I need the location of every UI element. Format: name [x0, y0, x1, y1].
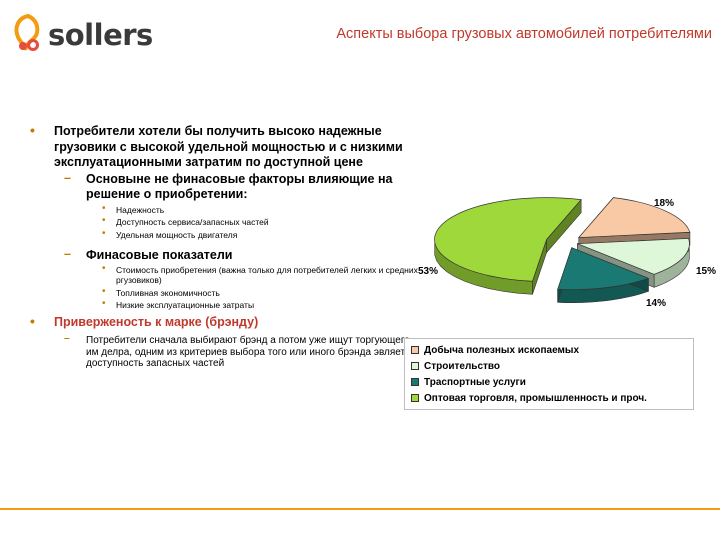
dash-icon: – — [64, 333, 70, 344]
pie-slice — [577, 238, 690, 275]
legend-swatch — [411, 346, 419, 354]
bullet-dot-icon: • — [102, 227, 106, 239]
pie-slice — [577, 197, 691, 238]
list-item: • Удельная мощность двигателя — [102, 228, 418, 242]
legend-label: Траспортные услуги — [424, 376, 526, 388]
list-item-text: Стоимость приобретения (важна только для… — [116, 264, 418, 285]
legend-swatch — [411, 378, 419, 386]
financial-list: • Стоимость приобретения (важна только дл… — [28, 263, 418, 312]
bullet-consumer-needs: • Потребители хотели бы получить высоко … — [28, 122, 418, 171]
sollers-logo: sollers — [8, 12, 158, 56]
slice-value-label: 14% — [646, 298, 666, 309]
dash-icon: – — [64, 170, 71, 185]
pie-chart: 18% 15% 14% 53% — [418, 196, 716, 309]
list-item: • Топливная экономичность — [102, 286, 418, 300]
list-item: • Стоимость приобретения (важна только дл… — [102, 263, 418, 285]
bullet-brand-loyalty: • Приверженость к марке (брэнду) — [28, 312, 418, 331]
legend-swatch — [411, 394, 419, 402]
sub-bullet-financial-text: Финасовые показатели — [86, 248, 233, 262]
bullet-dot-icon: • — [102, 298, 106, 309]
legend-item: Оптовая торговля, промышленность и проч. — [411, 390, 693, 406]
non-financial-list: • Надежность • Доступность сервиса/запасны… — [28, 203, 418, 242]
list-item-text: Надежность — [116, 204, 165, 215]
bullet-dot-icon: • — [102, 262, 106, 274]
legend-swatch — [411, 362, 419, 370]
list-item-text: Низкие эксплуатационные затраты — [116, 300, 255, 310]
legend-label: Строительство — [424, 360, 501, 372]
bullet-dot-icon: • — [30, 122, 35, 138]
bullet-dot-icon: • — [102, 285, 106, 297]
slice-value-label: 15% — [696, 266, 716, 277]
pie-slice — [434, 197, 582, 282]
sub-bullet-non-financial: – Основыне не финасовые факторы влияющие… — [28, 170, 418, 203]
logo-text: sollers — [48, 18, 153, 52]
sollers-logo-mark — [14, 13, 40, 51]
list-item: • Надежность — [102, 203, 418, 217]
bullet-brand-loyalty-text: Приверженость к марке (брэнду) — [54, 314, 259, 329]
slice-value-label: 53% — [418, 266, 438, 277]
sub-bullet-brand-text: Потребители сначала выбирают брэнд а пот… — [86, 335, 416, 369]
sub-bullet-non-financial-text: Основыне не финасовые факторы влияющие н… — [86, 171, 393, 202]
legend-item: Добыча полезных ископаемых — [411, 342, 693, 358]
bullet-dot-icon: • — [30, 312, 35, 329]
bullet-dot-icon: • — [102, 215, 106, 226]
list-item: • Низкие эксплуатационные затраты — [102, 298, 418, 312]
list-item-text: Доступность сервиса/запасных частей — [116, 217, 269, 227]
pie-slice — [557, 247, 650, 291]
legend-item: Строительство — [411, 358, 693, 374]
chart-legend: Добыча полезных ископаемых Строительство… — [404, 338, 694, 410]
legend-label: Оптовая торговля, промышленность и проч. — [424, 392, 647, 404]
sub-bullet-financial: – Финасовые показатели — [28, 247, 418, 264]
slice-value-label: 18% — [654, 198, 674, 209]
list-item-text: Удельная мощность двигателя — [116, 229, 238, 240]
list-item: • Доступность сервиса/запасных частей — [102, 215, 418, 229]
bullet-consumer-needs-text: Потребители хотели бы получить высоко на… — [54, 124, 403, 169]
bullet-dot-icon: • — [102, 202, 106, 214]
footer-divider — [0, 508, 720, 510]
sub-bullet-brand: – Потребители сначала выбирают брэнд а п… — [28, 333, 418, 370]
dash-icon: – — [64, 247, 71, 261]
slide-content: • Потребители хотели бы получить высоко … — [28, 122, 418, 370]
legend-label: Добыча полезных ископаемых — [424, 344, 580, 356]
list-item-text: Топливная экономичность — [116, 287, 220, 298]
slide-title: Аспекты выбора грузовых автомобилей потр… — [336, 26, 712, 42]
legend-item: Траспортные услуги — [411, 374, 693, 390]
